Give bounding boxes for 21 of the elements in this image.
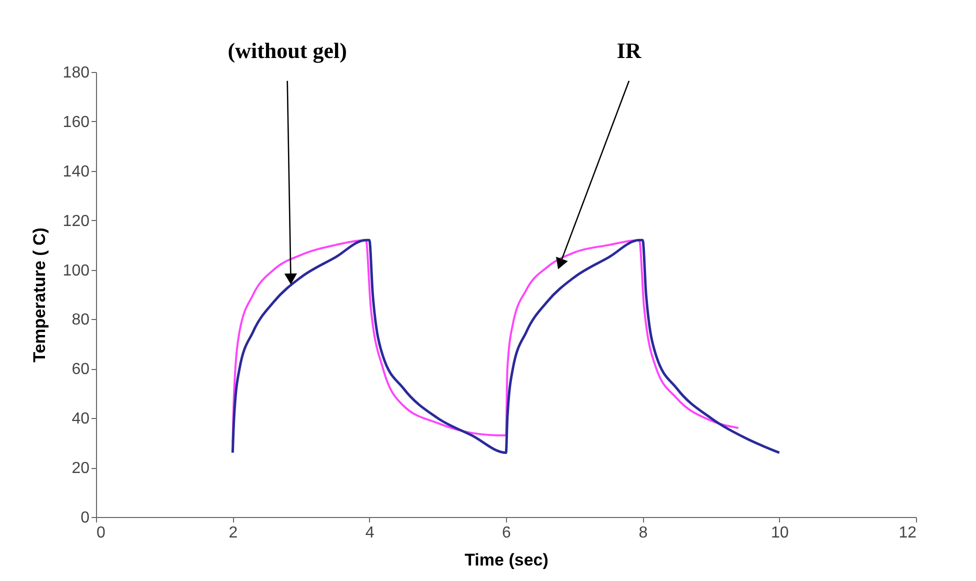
y-tick-label: 60 [72,361,90,378]
y-tick-label: 120 [62,212,90,230]
y-tick-label: 180 [62,64,90,82]
x-tick-label: 6 [502,524,512,542]
y-tick-label: 40 [72,410,90,428]
x-tick-label: 12 [898,524,917,542]
y-tick-label: 100 [62,262,90,280]
y-tick-label: 80 [72,312,90,329]
x-tick-label: 4 [365,524,374,542]
x-tick-label: 10 [770,524,789,542]
y-axis-title: Temperature ( C) [30,228,49,362]
x-tick-label: 0 [96,524,106,542]
annotation: IR [616,38,642,64]
annotation: (without gel) [228,38,347,64]
y-tick-label: 140 [62,163,90,180]
x-tick-label: 2 [228,524,238,542]
y-tick-label: 20 [72,460,90,478]
y-tick-label: 160 [62,114,90,131]
y-tick-label: 0 [80,510,90,526]
x-axis-title: Time (sec) [464,550,548,570]
x-tick-label: 8 [638,524,648,542]
